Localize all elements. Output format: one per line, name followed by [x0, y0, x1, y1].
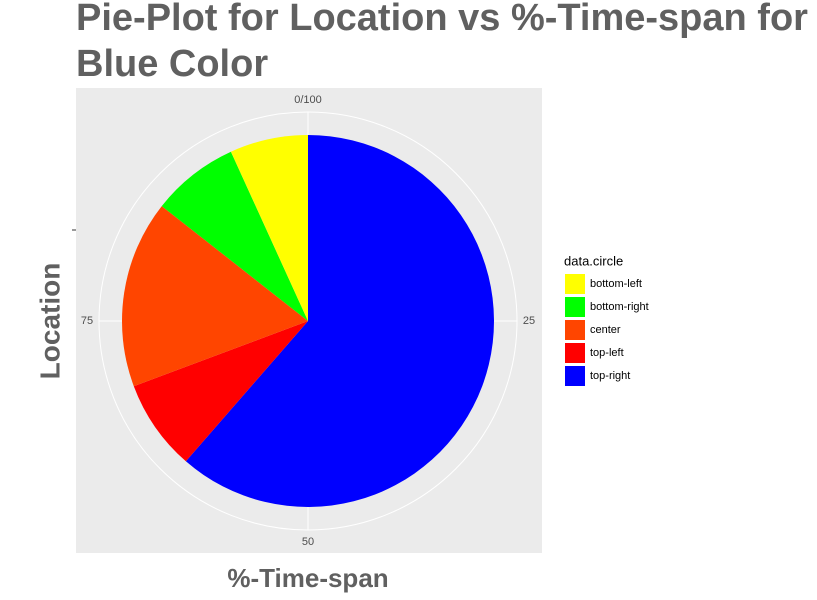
- x-tick-label: 50: [302, 536, 314, 548]
- legend-key: [565, 343, 585, 363]
- chart-title: Pie-Plot for Location vs %-Time-span for…: [76, 0, 808, 85]
- legend-key: [565, 297, 585, 317]
- pie-slice: [133, 321, 308, 462]
- legend-label: top-right: [590, 370, 630, 382]
- legend-key: [565, 366, 585, 386]
- pie-slice: [161, 151, 308, 321]
- legend-key: [565, 274, 585, 294]
- legend-label: bottom-left: [590, 278, 642, 290]
- legend-label: center: [590, 324, 621, 336]
- pie-slice: [185, 135, 494, 507]
- legend-key: [565, 320, 585, 340]
- legend-label: bottom-right: [590, 301, 649, 313]
- x-tick-label: 75: [81, 315, 93, 327]
- legend-label: top-left: [590, 347, 624, 359]
- pie-slice: [230, 135, 308, 321]
- pie-slice: [122, 206, 308, 387]
- x-tick-label: 25: [523, 315, 535, 327]
- x-axis-label: %-Time-span: [227, 563, 388, 593]
- y-axis-label: Location: [34, 263, 65, 380]
- legend-title: data.circle: [564, 253, 623, 268]
- x-tick-label: 0/100: [294, 94, 322, 106]
